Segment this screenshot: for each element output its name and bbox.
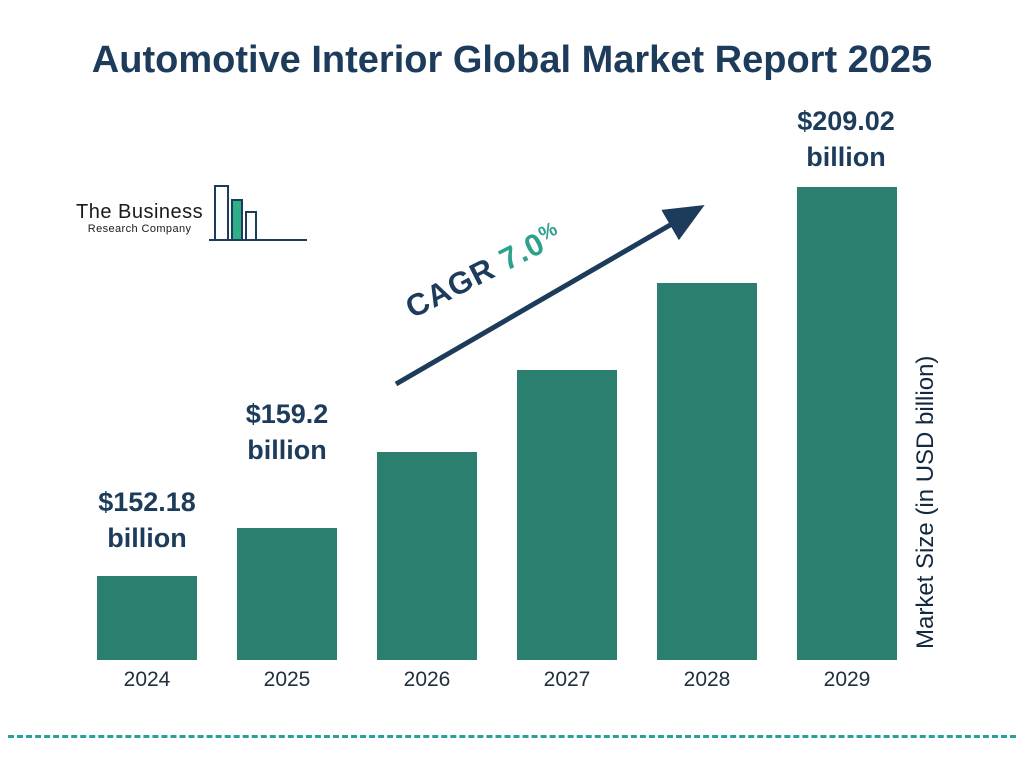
logo-text-line2: Research Company <box>87 223 192 235</box>
y-axis-label: Market Size (in USD billion) <box>912 355 939 649</box>
cagr-arrow-icon <box>378 188 723 408</box>
logo-text-line1: The Business <box>76 201 204 223</box>
x-axis-labels: 2024 2025 2026 2027 2028 2029 <box>97 668 897 692</box>
year-label: 2027 <box>543 668 591 691</box>
logo: The Business Research Company <box>76 182 309 255</box>
logo-bars-icon <box>209 182 309 255</box>
bar-series <box>97 180 897 660</box>
bottom-divider <box>8 735 1016 738</box>
bar-2027 <box>517 370 617 660</box>
bar-2029 <box>797 187 897 660</box>
bar-2028 <box>657 283 757 660</box>
bar-2024 <box>97 576 197 660</box>
year-label: 2024 <box>123 668 171 691</box>
page-title: Automotive Interior Global Market Report… <box>91 39 933 81</box>
bar-value-label-2025: $159.2 billion <box>245 399 329 466</box>
bar-value-label-2024: $152.18 billion <box>98 487 196 554</box>
bar-value-label-2029: $209.02 billion <box>797 106 895 173</box>
year-label: 2026 <box>403 668 451 691</box>
year-label: 2029 <box>823 668 871 691</box>
bar-2026 <box>377 452 477 660</box>
bar-2025 <box>237 528 337 660</box>
year-label: 2028 <box>683 668 731 691</box>
year-label: 2025 <box>263 668 311 691</box>
logo-text: The Business Research Company <box>76 201 204 236</box>
